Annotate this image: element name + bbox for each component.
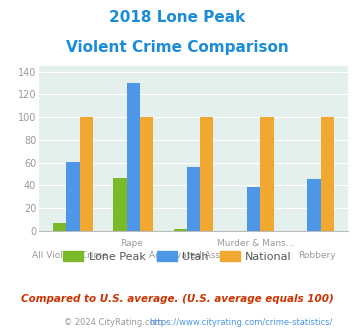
Bar [200,117,213,231]
Bar [80,117,93,231]
Bar [307,179,321,231]
Bar [187,167,200,231]
Bar [321,117,334,231]
Bar [140,117,153,231]
Text: © 2024 CityRating.com -: © 2024 CityRating.com - [64,318,171,327]
Bar [53,223,66,231]
Text: Rape: Rape [120,239,143,248]
Text: Violent Crime Comparison: Violent Crime Comparison [66,40,289,54]
Bar [66,162,80,231]
Text: Murder & Mans...: Murder & Mans... [217,239,294,248]
Bar [174,229,187,231]
Text: https://www.cityrating.com/crime-statistics/: https://www.cityrating.com/crime-statist… [149,318,333,327]
Text: 2018 Lone Peak: 2018 Lone Peak [109,10,246,25]
Text: All Violent Crime: All Violent Crime [32,251,108,260]
Bar [127,83,140,231]
Bar [247,187,260,231]
Text: Robbery: Robbery [298,251,336,260]
Bar [260,117,274,231]
Text: Compared to U.S. average. (U.S. average equals 100): Compared to U.S. average. (U.S. average … [21,294,334,304]
Bar [113,178,127,231]
Text: Aggravated Assault: Aggravated Assault [149,251,238,260]
Legend: Lone Peak, Utah, National: Lone Peak, Utah, National [59,247,296,267]
